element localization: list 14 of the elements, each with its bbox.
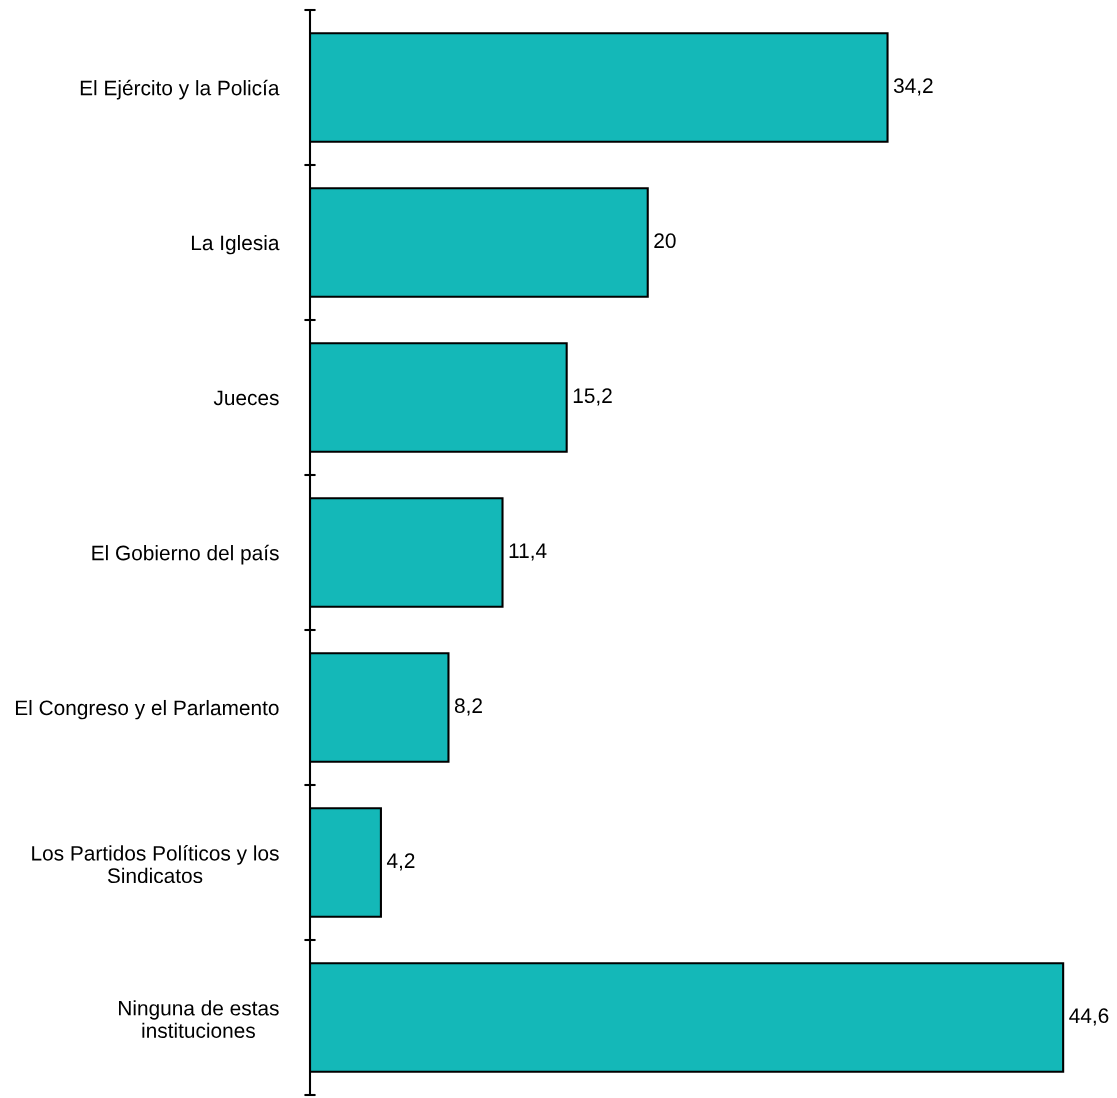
- y-tick-label: El Congreso y el Parlamento: [15, 699, 279, 720]
- y-tick-label: Jueces: [213, 390, 279, 406]
- data-label: 15,2: [573, 388, 612, 406]
- y-tick-label: Los Partidos Políticos y los Sindicatos: [32, 845, 279, 884]
- data-label: 8,2: [454, 698, 482, 716]
- y-tick-label: La Iglesia: [191, 234, 280, 255]
- data-label: 4,2: [386, 853, 415, 871]
- data-label: 20: [654, 233, 676, 249]
- y-tick-label: Ninguna de estas instituciones: [119, 1000, 279, 1038]
- data-label: 34,2: [893, 78, 933, 96]
- data-label: 44,6: [1069, 1008, 1109, 1026]
- data-label: 11,4: [509, 543, 547, 561]
- y-tick-label: El Gobierno del país: [92, 544, 279, 565]
- y-tick-label: El Ejército y la Policía: [80, 79, 280, 100]
